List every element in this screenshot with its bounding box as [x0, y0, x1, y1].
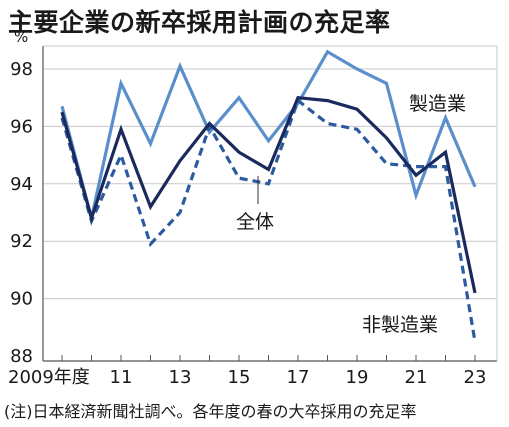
x-tick-label: 11 [110, 367, 133, 388]
series-label-1: 全体 [236, 211, 274, 233]
series-label-0: 製造業 [409, 93, 466, 115]
series-line-2 [60, 97, 477, 342]
y-unit-label: % [14, 28, 28, 46]
chart-note: (注)日本経済新聞社調べ。各年度の春の大卒採用の充足率 [4, 402, 417, 421]
series-line-0 [60, 49, 477, 219]
y-tick-label: 88 [10, 346, 33, 367]
x-tick-label: 17 [287, 367, 310, 388]
y-tick-label: 92 [10, 231, 33, 252]
axes: 88 90 92 94 96 98% 2009年度 11 13 15 17 19 21 23 [8, 28, 498, 388]
x-tick-label: 2009年度 [8, 367, 90, 388]
x-tick-label: 21 [405, 367, 428, 388]
series-label-2: 非製造業 [362, 314, 438, 336]
y-tick-label: 90 [10, 289, 33, 310]
series-lines [60, 49, 477, 342]
series-line-1 [60, 95, 477, 294]
x-tick-label: 15 [228, 367, 251, 388]
x-tick-label: 23 [464, 367, 487, 388]
y-tick-label: 96 [10, 116, 33, 137]
x-tick-label: 13 [169, 367, 192, 388]
y-tick-label: 98 [10, 59, 33, 80]
x-tick-label: 19 [346, 367, 369, 388]
y-tick-label: 94 [10, 174, 33, 195]
chart-title: 主要企業の新卒採用計画の充足率 [8, 8, 391, 37]
